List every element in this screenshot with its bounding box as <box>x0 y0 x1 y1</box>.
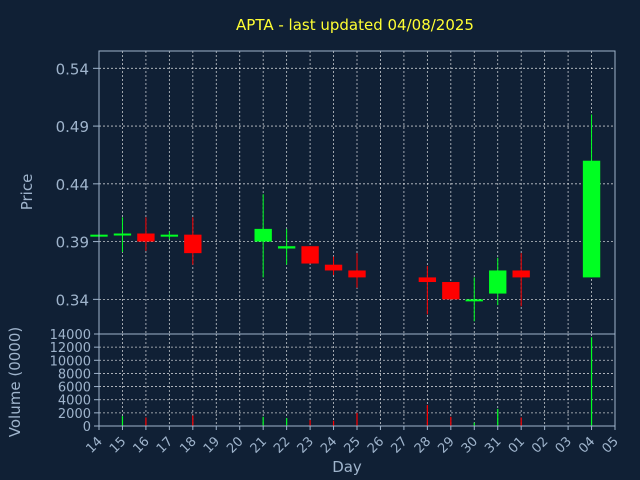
volume-bar <box>121 416 124 426</box>
x-tick-label: 01 <box>506 434 528 456</box>
x-tick-label: 22 <box>271 434 293 456</box>
volume-tick-label: 2000 <box>58 407 91 422</box>
x-tick-label: 26 <box>365 434 387 456</box>
chart-title: APTA - last updated 04/08/2025 <box>236 16 474 34</box>
candle-body <box>324 264 343 271</box>
x-tick-label: 02 <box>529 434 551 456</box>
x-tick-label: 03 <box>553 434 575 456</box>
candle-body <box>137 233 155 242</box>
volume-bar <box>473 422 475 426</box>
volume-tick-label: 0 <box>83 420 91 435</box>
candle-body <box>442 282 460 300</box>
volume-bar <box>356 412 358 426</box>
x-axis-label: Day <box>332 458 362 476</box>
volume-bar <box>520 417 522 426</box>
volume-bar <box>192 415 194 426</box>
x-tick-label: 04 <box>576 434 598 456</box>
volume-bar <box>332 420 335 426</box>
volume-bar <box>309 420 311 426</box>
x-tick-label: 25 <box>342 434 364 456</box>
x-tick-label: 28 <box>412 434 434 456</box>
x-tick-label: 16 <box>130 434 152 456</box>
volume-bar <box>590 337 593 426</box>
x-tick-label: 30 <box>459 434 481 456</box>
candle-body <box>277 246 296 249</box>
x-tick-label: 29 <box>435 434 457 456</box>
price-tick-label: 0.44 <box>56 176 89 194</box>
volume-tick-label: 12000 <box>50 341 91 356</box>
price-tick-label: 0.39 <box>56 234 89 252</box>
candle-body <box>418 277 437 283</box>
candle-body <box>489 270 507 294</box>
x-tick-label: 27 <box>388 434 410 456</box>
volume-bar <box>262 416 264 426</box>
x-tick-label: 05 <box>600 434 622 456</box>
volume-tick-label: 4000 <box>58 394 91 409</box>
candle-body <box>160 234 179 237</box>
x-tick-label: 31 <box>482 434 504 456</box>
candle-body <box>113 233 132 236</box>
candle-body <box>254 228 272 242</box>
volume-bar <box>426 404 428 426</box>
price-tick-label: 0.54 <box>56 60 89 78</box>
candle-body <box>348 270 366 278</box>
x-tick-label: 24 <box>318 434 340 456</box>
volume-tick-label: 10000 <box>50 354 91 369</box>
x-tick-label: 15 <box>107 434 129 456</box>
candle-body <box>465 299 483 302</box>
x-tick-label: 18 <box>177 434 199 456</box>
price-axis-label: Price <box>18 174 36 211</box>
x-tick-label: 17 <box>154 434 176 456</box>
candle-body <box>301 246 319 264</box>
x-tick-label: 14 <box>84 434 106 456</box>
x-tick-label: 19 <box>201 434 223 456</box>
x-tick-label: 23 <box>295 434 317 456</box>
volume-bar <box>145 417 147 426</box>
volume-bar <box>497 408 499 426</box>
volume-tick-label: 14000 <box>50 328 91 343</box>
price-tick-label: 0.49 <box>56 118 89 136</box>
price-tick-label: 0.34 <box>56 291 89 309</box>
x-tick-label: 21 <box>248 434 270 456</box>
candle-body <box>512 270 530 278</box>
volume-tick-label: 8000 <box>58 367 91 382</box>
volume-bar <box>450 416 452 426</box>
volume-axis-label: Volume (0000) <box>6 327 24 437</box>
x-tick-label: 20 <box>224 434 246 456</box>
candle-body <box>184 234 202 254</box>
candle-body <box>582 160 601 278</box>
volume-bar <box>286 418 288 426</box>
price-panel: 0.34 0.39 0.44 0.49 0.54 <box>56 50 616 335</box>
volume-tick-label: 6000 <box>58 381 91 396</box>
